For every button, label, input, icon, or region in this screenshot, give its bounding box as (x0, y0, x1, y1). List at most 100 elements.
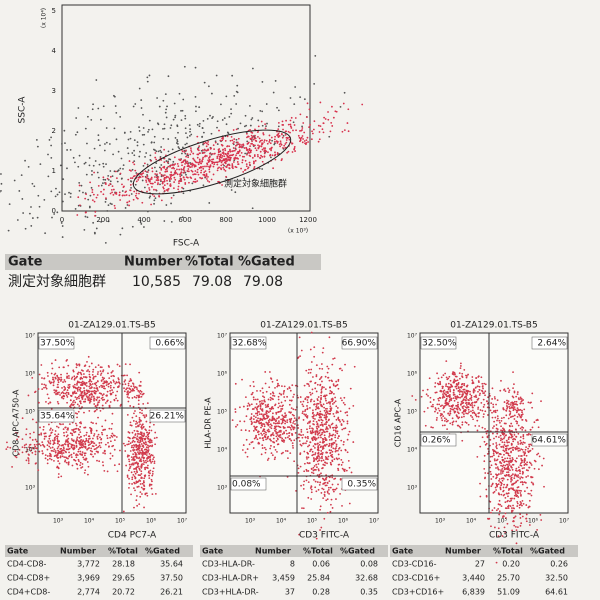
event-dot (82, 369, 84, 372)
event-dot (129, 442, 132, 445)
event-dot (289, 123, 292, 126)
event-dot (319, 428, 322, 431)
event-dot (319, 384, 322, 387)
event-dot (229, 154, 232, 157)
event-dot (120, 157, 123, 160)
event-dot (239, 143, 241, 146)
event-dot (91, 173, 93, 176)
event-dot (154, 149, 156, 152)
plot-title: 01-ZA129.01.TS-B5 (68, 321, 155, 331)
event-dot (43, 438, 46, 440)
event-dot (250, 441, 253, 444)
event-dot (202, 173, 205, 176)
event-dot (74, 401, 77, 404)
event-dot (442, 415, 445, 418)
event-dot (277, 125, 280, 128)
event-dot (259, 389, 262, 392)
table-header: Number (124, 255, 183, 270)
event-dot (334, 426, 337, 429)
event-dot (307, 456, 310, 459)
event-dot (292, 446, 294, 449)
event-dot (16, 438, 19, 441)
event-dot (321, 351, 324, 354)
event-dot (201, 152, 204, 155)
event-dot (313, 403, 315, 406)
event-dot (465, 390, 468, 393)
event-dot (111, 370, 114, 372)
event-dot (243, 169, 246, 172)
event-dot (318, 367, 321, 370)
event-dot (234, 411, 237, 413)
event-dot (242, 144, 245, 147)
event-dot (101, 461, 104, 464)
event-dot (215, 74, 218, 77)
event-dot (510, 450, 512, 453)
event-dot (155, 179, 158, 181)
event-dot (74, 396, 77, 399)
event-dot (150, 203, 152, 206)
event-dot (128, 160, 131, 162)
event-dot (82, 456, 85, 459)
event-dot (327, 488, 330, 491)
event-dot (323, 493, 326, 496)
event-dot (231, 74, 234, 77)
event-dot (54, 195, 57, 198)
event-dot (291, 442, 294, 445)
event-dot (139, 392, 142, 395)
event-dot (331, 507, 334, 509)
event-dot (14, 450, 17, 453)
event-dot (67, 364, 70, 367)
event-dot (149, 472, 151, 475)
event-dot (499, 439, 502, 442)
event-dot (148, 119, 151, 122)
event-dot (51, 429, 54, 431)
event-dot (111, 412, 114, 415)
event-dot (82, 400, 85, 403)
event-dot (320, 363, 323, 365)
event-dot (223, 164, 225, 167)
event-dot (319, 505, 322, 508)
event-dot (344, 403, 346, 406)
event-dot (160, 146, 163, 148)
event-dot (79, 425, 82, 428)
event-dot (153, 437, 156, 440)
event-dot (166, 179, 168, 182)
event-dot (146, 431, 148, 434)
event-dot (76, 390, 79, 392)
event-dot (185, 142, 188, 145)
event-dot (521, 467, 524, 470)
event-dot (173, 156, 176, 159)
event-dot (256, 153, 259, 156)
event-dot (448, 375, 451, 378)
event-dot (129, 437, 131, 440)
event-dot (130, 493, 132, 496)
event-dot (337, 437, 339, 440)
event-dot (277, 406, 280, 409)
event-dot (70, 453, 73, 456)
event-dot (128, 458, 130, 461)
event-dot (66, 396, 69, 398)
event-dot (73, 459, 76, 461)
event-dot (229, 148, 231, 151)
event-dot (89, 449, 92, 452)
event-dot (138, 384, 141, 387)
event-dot (445, 385, 447, 387)
event-dot (315, 364, 318, 367)
event-dot (306, 136, 309, 139)
event-dot (496, 409, 499, 412)
event-dot (181, 152, 183, 155)
event-dot (67, 437, 70, 440)
event-dot (137, 485, 140, 488)
event-dot (478, 425, 481, 427)
event-dot (320, 391, 323, 394)
event-dot (321, 451, 324, 454)
event-dot (323, 406, 326, 409)
event-dot (314, 486, 317, 489)
event-dot (45, 387, 48, 390)
event-dot (131, 478, 134, 481)
event-dot (467, 403, 470, 405)
event-dot (445, 397, 448, 400)
event-dot (154, 443, 157, 446)
event-dot (517, 466, 520, 469)
